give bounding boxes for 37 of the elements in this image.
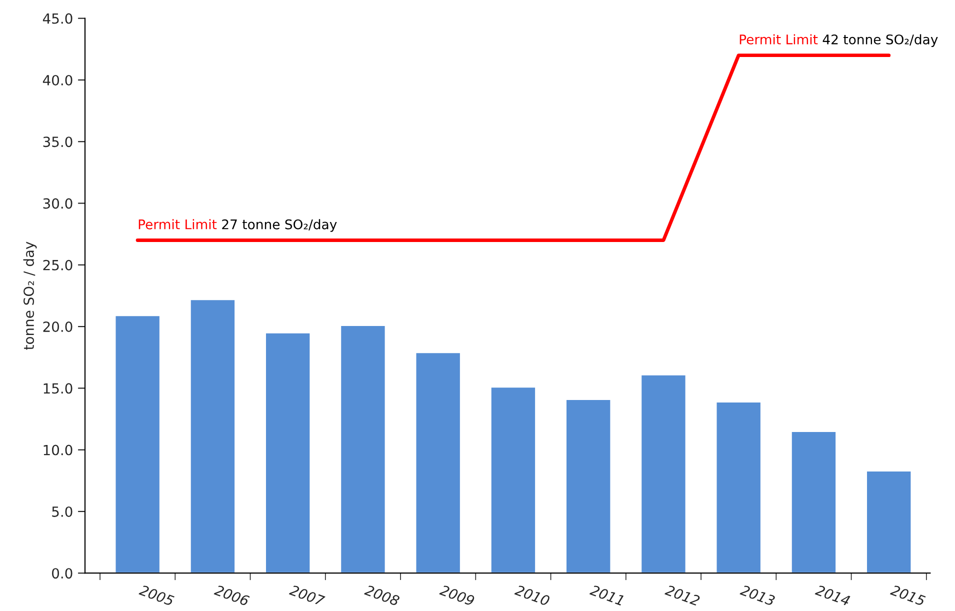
bar (340, 324, 386, 574)
annotation: 27 tonne SO₂/day (222, 219, 337, 232)
y-tick-label: 35.0 (43, 136, 72, 148)
y-tick-label: 15.0 (44, 383, 72, 394)
x-tick-label: 2012 (664, 584, 700, 606)
x-tick-label: 2008 (364, 584, 400, 606)
y-tick-label: 45.0 (42, 13, 72, 24)
y-tick-label: 25.0 (43, 260, 72, 270)
bar (490, 386, 536, 574)
x-tick-label: 2007 (288, 584, 326, 606)
bar (866, 470, 912, 574)
bar (264, 332, 312, 574)
x-tick-label: 2010 (514, 584, 550, 606)
bar (790, 430, 837, 574)
bar (565, 398, 612, 574)
x-tick-label: 2014 (814, 584, 851, 606)
y-tick-label: 20.0 (43, 322, 72, 332)
y-tick-label: 5.0 (52, 506, 72, 517)
x-tick-label: 2005 (138, 584, 175, 606)
y-tick-label: 0.0 (52, 568, 72, 579)
x-tick-label: 2006 (214, 584, 250, 606)
bar (414, 352, 462, 574)
bar (640, 374, 687, 574)
text: Permit Limit (138, 219, 217, 230)
x-tick-label: 2009 (439, 584, 476, 606)
x-tick-label: 2011 (589, 584, 624, 606)
bar (114, 314, 161, 574)
y-tick-label: 40.0 (42, 74, 72, 86)
y-axis-title: tonne SO₂ / day (23, 242, 37, 350)
bar (189, 298, 236, 574)
series-label: Permit Limit (740, 34, 818, 44)
x-tick-label: 2013 (740, 584, 776, 606)
annotation: 42 tonne SO₂/day (822, 34, 938, 47)
y-tick-label: 10.0 (44, 444, 72, 456)
y-tick-label: 30.0 (43, 198, 72, 209)
x-tick-label: 2015 (890, 584, 926, 606)
bar (715, 401, 762, 574)
